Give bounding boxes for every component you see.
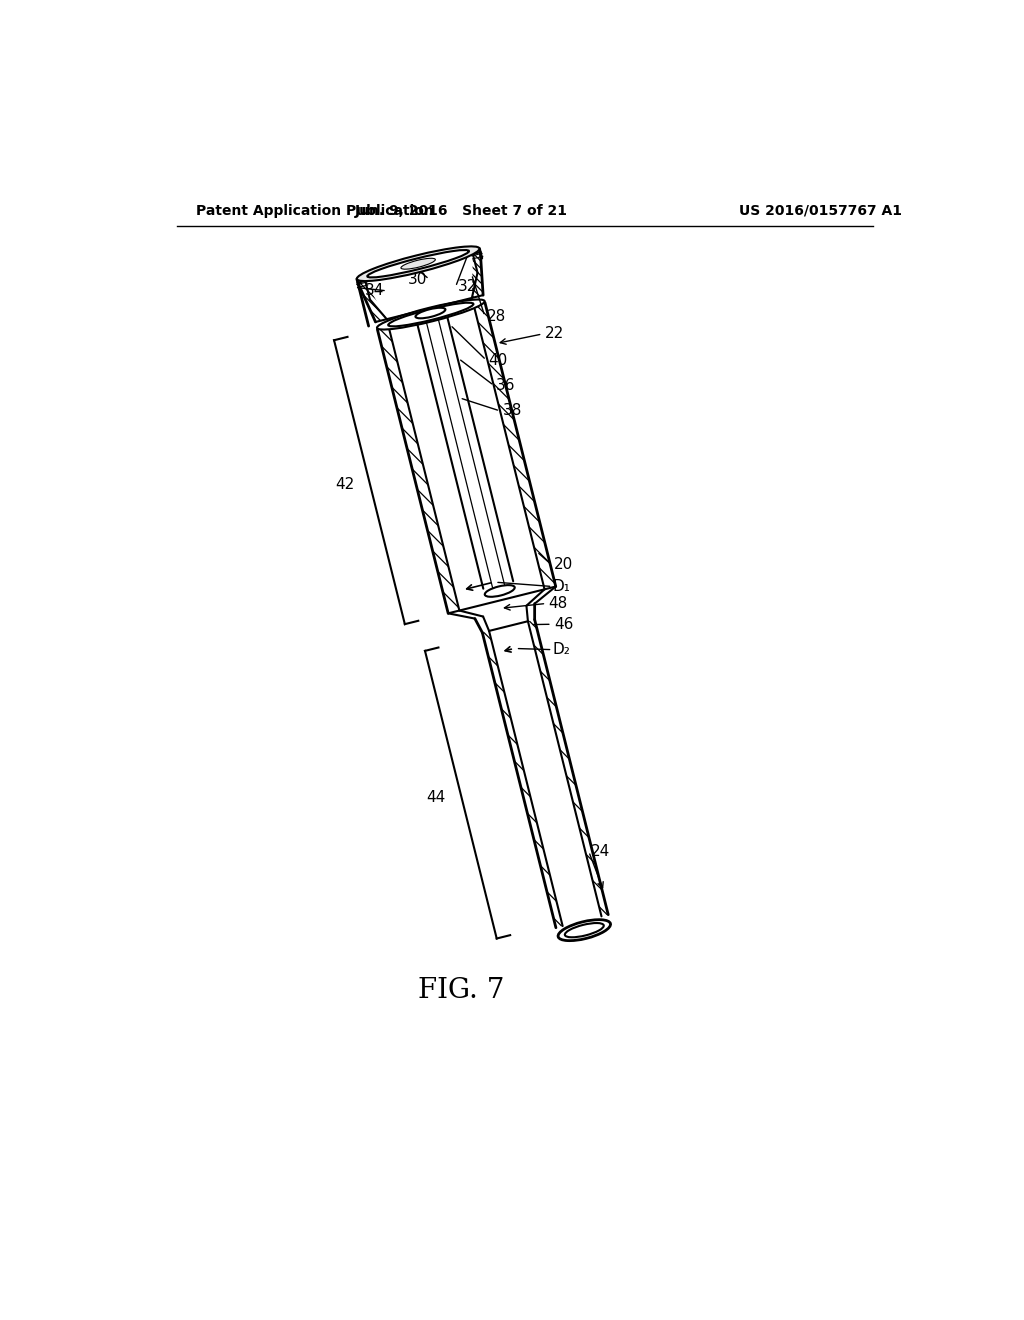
- Text: 24: 24: [591, 843, 610, 859]
- Text: D₂: D₂: [553, 642, 570, 657]
- Text: 30: 30: [408, 272, 427, 286]
- Text: Jun. 9, 2016   Sheet 7 of 21: Jun. 9, 2016 Sheet 7 of 21: [355, 203, 568, 218]
- Text: FIG. 7: FIG. 7: [419, 977, 505, 1003]
- Text: 32: 32: [458, 280, 477, 294]
- Text: Patent Application Publication: Patent Application Publication: [196, 203, 434, 218]
- Text: 44: 44: [427, 789, 445, 805]
- Text: 42: 42: [335, 478, 354, 492]
- Ellipse shape: [565, 923, 604, 937]
- Text: 28: 28: [487, 309, 506, 323]
- Ellipse shape: [388, 302, 473, 326]
- Text: 46: 46: [554, 616, 573, 632]
- Text: 34: 34: [366, 284, 385, 298]
- Text: 48: 48: [549, 595, 568, 611]
- Text: 38: 38: [503, 404, 522, 418]
- Ellipse shape: [356, 247, 479, 281]
- Text: 20: 20: [554, 557, 573, 573]
- Ellipse shape: [368, 249, 469, 277]
- Text: 40: 40: [488, 352, 508, 368]
- Text: 36: 36: [497, 378, 516, 393]
- Ellipse shape: [558, 920, 610, 941]
- Text: D₁: D₁: [553, 579, 570, 594]
- Text: 22: 22: [545, 326, 564, 342]
- Ellipse shape: [401, 259, 435, 269]
- Ellipse shape: [484, 585, 515, 597]
- Ellipse shape: [377, 300, 484, 330]
- Text: US 2016/0157767 A1: US 2016/0157767 A1: [739, 203, 902, 218]
- Ellipse shape: [416, 308, 445, 318]
